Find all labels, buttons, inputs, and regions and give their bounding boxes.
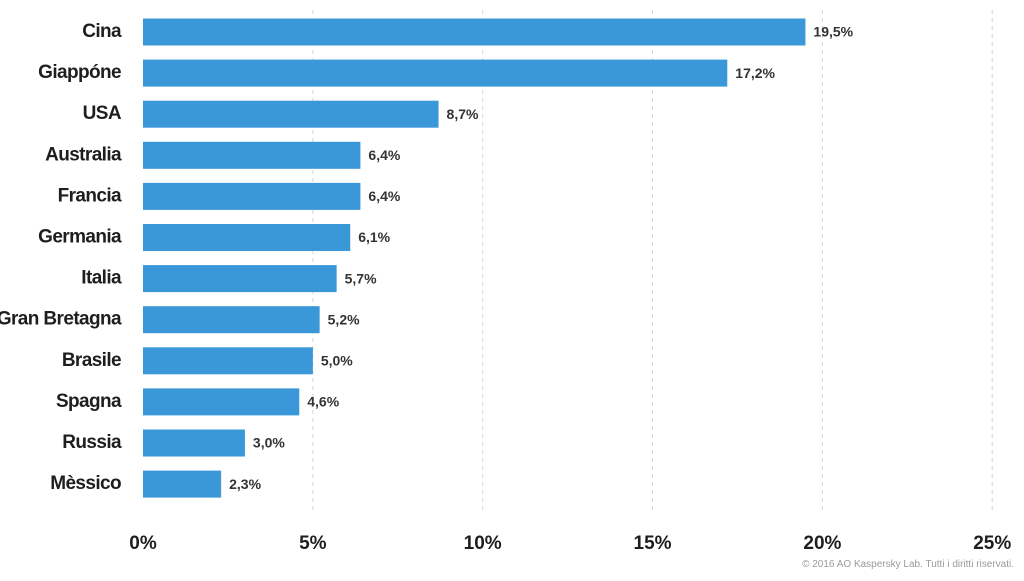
data-label: 17,2% [735,65,775,81]
data-label: 19,5% [813,24,853,40]
data-label: 6,1% [358,229,390,245]
bar [143,388,300,416]
x-tick-label: 10% [464,533,502,554]
category-label: USA [83,103,122,124]
data-label: 6,4% [368,188,400,204]
bar [143,141,361,169]
x-tick-label: 15% [634,533,672,554]
category-label: Brasile [62,350,121,371]
data-label: 3,0% [253,435,285,451]
grid-layer [312,10,993,510]
data-label: 8,7% [447,106,479,122]
bar [143,265,337,293]
category-label: Gran Bretagna [0,309,122,330]
data-label: 6,4% [368,147,400,163]
x-axis-tick-layer: 0% 5% 10% 15% 20% 25% [129,533,1011,554]
value-label-layer: 19,5% 17,2% 8,7% 6,4% 6,4% 6,1% 5,7% 5,2% 5,0% 4,… [229,24,854,492]
category-label: Cina [82,21,122,42]
bar [143,347,313,375]
data-label: 5,2% [328,311,360,327]
category-label: Germania [38,227,122,248]
bar [143,18,806,46]
category-label: Mèssico [50,473,121,494]
bar [143,100,439,128]
category-label: Russia [62,432,122,453]
bar [143,59,728,87]
category-label: Giappóne [38,62,121,83]
bar-layer [143,18,806,498]
category-label: Spagna [56,391,122,412]
bar [143,429,245,457]
category-label-layer: Cina Giappóne USA Australia Francia Germania I… [0,21,123,494]
x-tick-label: 5% [299,533,327,554]
data-label: 4,6% [307,394,339,410]
x-tick-label: 20% [803,533,841,554]
x-tick-label: 0% [129,533,157,554]
category-label: Australia [45,144,122,165]
copyright-notice: © 2016 AO Kaspersky Lab. Tutti i diritti… [802,559,1014,570]
bar [143,470,222,498]
category-label: Francia [58,185,122,206]
data-label: 5,0% [321,353,353,369]
x-tick-label: 25% [973,533,1011,554]
data-label: 2,3% [229,476,261,492]
bar [143,306,320,334]
data-label: 5,7% [345,270,377,286]
bar [143,182,361,210]
bar [143,224,351,251]
category-label: Italia [81,268,122,289]
